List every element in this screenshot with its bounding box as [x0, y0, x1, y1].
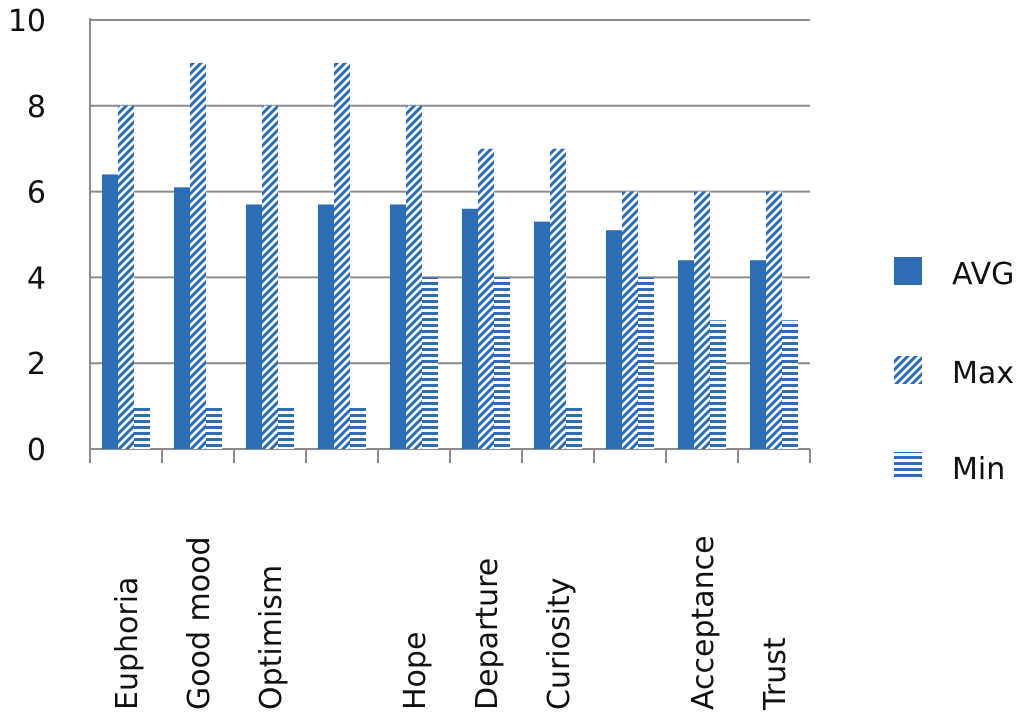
y-tick-label: 8 — [27, 90, 46, 125]
bar-min — [494, 277, 510, 449]
bar-max — [550, 148, 566, 449]
bar-min — [206, 406, 222, 449]
bar-max — [766, 191, 782, 449]
x-category-label: Departure — [470, 558, 505, 710]
bars-layer — [102, 62, 798, 450]
y-tick-label: 6 — [27, 176, 46, 211]
x-category-label: Hope — [398, 632, 433, 710]
bar-max — [694, 191, 710, 449]
y-tick-label: 4 — [27, 261, 46, 296]
bar-max — [478, 148, 494, 449]
bar-min — [782, 320, 798, 449]
bar-avg — [102, 174, 118, 449]
y-tick-label: 0 — [27, 433, 46, 468]
legend-swatch-max — [894, 356, 922, 384]
bar-min — [638, 277, 654, 449]
bar-min — [350, 406, 366, 449]
bar-avg — [534, 221, 550, 449]
legend-label-min: Min — [952, 452, 1005, 487]
bar-avg — [390, 204, 406, 449]
bar-avg — [246, 204, 262, 449]
legend-swatch-min — [894, 452, 922, 480]
legend-label-avg: AVG — [952, 257, 1014, 292]
bar-avg — [678, 260, 694, 449]
bar-min — [710, 320, 726, 449]
bar-max — [118, 105, 134, 450]
x-category-label: Euphoria — [110, 577, 145, 710]
bar-avg — [606, 230, 622, 449]
bar-min — [134, 406, 150, 449]
bar-max — [190, 62, 206, 450]
legend-swatch-avg — [894, 257, 922, 285]
labels-layer: 0 2 4 6 8 10 Euphoria Good mood Optimism Hope Depa… — [8, 4, 793, 711]
x-category-label: Acceptance — [686, 535, 721, 710]
x-category-label: Optimism — [254, 565, 289, 710]
y-tick-label: 2 — [27, 347, 46, 382]
bar-max — [622, 191, 638, 449]
x-category-label: Trust — [758, 637, 793, 711]
legend-label-max: Max — [952, 356, 1014, 391]
bar-min — [422, 277, 438, 449]
bar-min — [566, 406, 582, 449]
bar-max — [262, 105, 278, 450]
bar-avg — [174, 187, 190, 449]
bar-min — [278, 406, 294, 449]
bar-avg — [750, 260, 766, 449]
x-category-label: Curiosity — [542, 578, 577, 710]
legend: AVG Max Min — [894, 257, 1014, 487]
y-tick-label: 10 — [8, 4, 46, 39]
bar-avg — [318, 204, 334, 449]
bar-max — [406, 105, 422, 450]
x-category-label: Good mood — [182, 536, 217, 710]
bar-avg — [462, 208, 478, 449]
bar-max — [334, 62, 350, 450]
